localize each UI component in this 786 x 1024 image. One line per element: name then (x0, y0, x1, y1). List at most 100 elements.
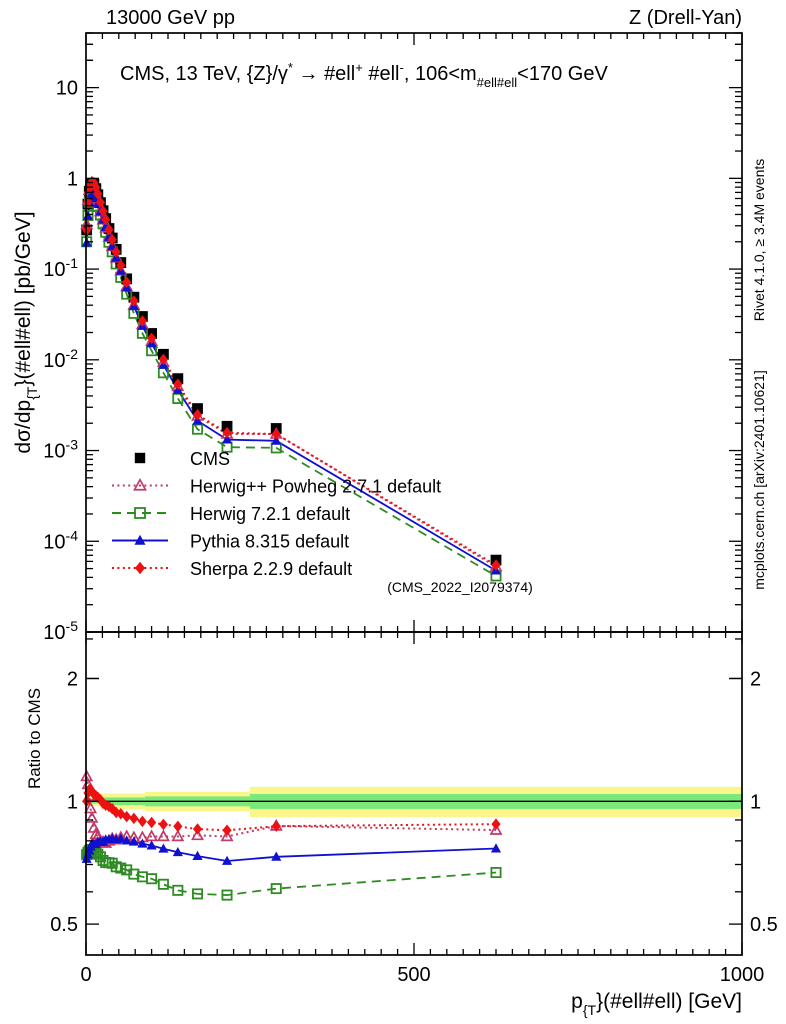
header-right-label: Z (Drell-Yan) (629, 7, 742, 29)
ratio-data-point (115, 862, 127, 874)
y-axis-label-ratio: Ratio to CMS (25, 688, 44, 789)
analysis-watermark: (CMS_2022_I2079374) (387, 579, 533, 595)
ratio-data-point (129, 812, 139, 825)
mc-data-point (137, 315, 148, 327)
mc-data-point (491, 559, 501, 571)
legend-entry[interactable]: CMS (134, 449, 230, 469)
cms-data-point (221, 420, 233, 432)
ratio-data-point (220, 829, 234, 842)
y-tick-label-main: 10 (56, 78, 78, 100)
x-tick-label: 1000 (720, 964, 765, 986)
mc-data-point (271, 435, 282, 445)
x-tick-labels: 0 500 1000 (80, 964, 764, 986)
ratio-data-point (146, 840, 157, 850)
y-tick-label-ratio-left: 1 (67, 791, 78, 813)
x-ticks (85, 33, 743, 955)
ratio-data-point (490, 867, 502, 879)
ratio-data-point (147, 816, 157, 829)
mc-data-point (147, 332, 157, 344)
legend-label: CMS (190, 449, 230, 469)
y-tick-label-main: 10-3 (43, 437, 78, 463)
side-text-mcplots: mcplots.cern.ch [arXiv:2401.10621] (751, 370, 767, 589)
ratio-data-point (192, 823, 203, 835)
plot-subtitle: CMS, 13 TeV, {Z}/γ* → #ell+ #ell-, 106<m… (120, 60, 608, 90)
ratio-data-point (158, 818, 169, 831)
ratio-y-ticks (86, 638, 742, 925)
ratio-data-point (172, 884, 184, 896)
mc-data-point (271, 428, 281, 440)
legend-label: Herwig 7.2.1 default (190, 504, 350, 524)
legend: CMS Herwig++ Powheg 2.7.1 default Herwig 7… (112, 449, 441, 579)
mc-data-point (93, 188, 103, 200)
ratio-data-point (121, 835, 132, 845)
mc-data-point (104, 223, 114, 236)
y-tick-label-main: 10-2 (43, 346, 78, 372)
ratio-data-point (157, 878, 169, 890)
y-tick-label-main: 10-5 (43, 618, 78, 644)
mc-data-point (116, 259, 126, 272)
legend-marker-square-open (134, 507, 146, 519)
mc-data-point (222, 427, 232, 439)
side-text-rivet: Rivet 4.1.0, ≥ 3.4M events (751, 159, 767, 322)
ratio-data-point (191, 828, 205, 841)
mc-data-point (173, 378, 183, 390)
mc-data-point (107, 233, 117, 246)
y-tick-label-ratio-left: 0.5 (50, 914, 78, 936)
ratio-y-tick-labels: 2 2 1 1 0.5 0.5 (50, 668, 778, 936)
ratio-data-point (222, 824, 232, 837)
ratio-data-point (491, 818, 501, 830)
mc-data-point (101, 213, 111, 226)
ratio-data-point (171, 829, 185, 842)
ratio-data-point (156, 829, 170, 842)
legend-entry[interactable]: Herwig 7.2.1 default (112, 504, 350, 524)
ratio-data-point (270, 883, 282, 895)
main-y-tick-labels: 10 1 10-1 10-2 10-3 10-4 10-5 (43, 78, 78, 644)
ratio-data-point (173, 820, 183, 833)
ratio-data-point (137, 815, 148, 828)
ratio-data-point (490, 843, 502, 853)
cms-data-point (192, 403, 203, 414)
ratio-data-point (221, 855, 233, 865)
y-tick-label-main: 10-1 (43, 255, 78, 281)
ratio-data-point (115, 833, 126, 843)
x-tick-label: 500 (397, 964, 430, 986)
x-tick-label: 0 (80, 964, 91, 986)
ratio-data-point (271, 851, 282, 861)
legend-label: Herwig++ Powheg 2.7.1 default (190, 477, 441, 497)
mc-data-point (98, 205, 108, 217)
mc-data-point (192, 409, 203, 421)
mc-data-point (129, 295, 139, 307)
ratio-data-point (271, 820, 281, 832)
legend-marker-triangle-open (133, 477, 147, 491)
ratio-data-point (172, 846, 183, 857)
ratio-data-point (128, 836, 139, 846)
legend-entry[interactable]: Pythia 8.315 default (112, 532, 349, 552)
legend-marker-square-filled (134, 452, 146, 464)
legend-label: Pythia 8.315 default (190, 532, 349, 552)
y-tick-label-main: 1 (67, 168, 78, 190)
legend-entry[interactable]: Sherpa 2.2.9 default (112, 559, 352, 579)
main-markers-sherpa (82, 175, 501, 571)
y-tick-label-ratio-left: 2 (67, 668, 78, 690)
ratio-data-point (85, 810, 99, 823)
x-axis-label: p{T}(#ell#ell) [GeV] (571, 990, 742, 1018)
ratio-data-point (122, 810, 132, 823)
ratio-data-point (192, 850, 203, 860)
y-tick-label-ratio-right: 0.5 (750, 914, 778, 936)
mc-data-point (158, 353, 169, 366)
ratio-data-point (221, 889, 233, 901)
ratio-data-point (192, 888, 204, 900)
legend-marker-diamond-filled (135, 561, 145, 575)
y-axis-label-main: dσ/dp{T}(#ell#ell) [pb/GeV] (12, 211, 40, 453)
header-left-label: 13000 GeV pp (106, 7, 235, 29)
legend-marker-triangle-filled (134, 534, 146, 545)
y-tick-label-main: 10-4 (43, 527, 78, 553)
mc-data-point (95, 196, 106, 209)
y-tick-label-ratio-right: 2 (750, 668, 761, 690)
mc-data-point (111, 246, 121, 258)
legend-entry[interactable]: Herwig++ Powheg 2.7.1 default (112, 477, 441, 497)
ratio-curve-herwig++ (85, 776, 497, 845)
ratio-data-point (137, 838, 148, 848)
